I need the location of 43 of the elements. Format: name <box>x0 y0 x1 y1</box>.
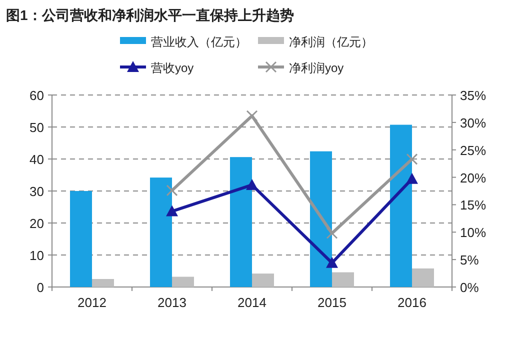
y-tick-label: 20 <box>30 216 44 231</box>
bar <box>150 178 172 287</box>
y2-tick-label: 20% <box>460 170 486 186</box>
bar <box>230 157 252 287</box>
y-tick-label: 50 <box>30 120 44 135</box>
y-tick-label: 60 <box>30 88 44 103</box>
y2-tick-label: 10% <box>460 225 486 240</box>
x-tick-label: 2014 <box>238 295 266 310</box>
y2-tick-label: 15% <box>460 198 486 213</box>
bar <box>412 268 434 287</box>
x-tick-label: 2012 <box>78 295 106 310</box>
point <box>326 227 338 239</box>
point <box>406 153 418 165</box>
x-tick-label: 2016 <box>398 295 426 310</box>
bar <box>390 124 412 287</box>
y2-tick-label: 0% <box>460 280 480 295</box>
point <box>326 256 338 268</box>
y-tick-label: 0 <box>36 280 44 295</box>
bar <box>92 279 114 287</box>
point <box>406 172 418 184</box>
point <box>246 178 258 190</box>
y2-tick-label: 25% <box>460 142 486 158</box>
legend-label: 营收yoy <box>151 61 194 75</box>
bar <box>252 274 274 287</box>
y2-tick-label: 5% <box>460 252 480 268</box>
bar <box>70 191 92 287</box>
y-tick-label: 40 <box>30 152 44 167</box>
y2-tick-label: 35% <box>460 88 486 103</box>
point <box>166 184 178 196</box>
bar <box>332 272 354 287</box>
point <box>166 205 178 216</box>
bar <box>172 276 194 287</box>
y2-tick-label: 30% <box>460 115 486 130</box>
bar <box>310 151 332 287</box>
x-tick-label: 2015 <box>318 295 346 310</box>
point <box>246 110 258 122</box>
chart-title: 图1：公司营收和净利润水平一直保持上升趋势 <box>6 7 294 23</box>
x-tick-label: 2013 <box>158 295 186 310</box>
y-tick-label: 30 <box>30 184 44 199</box>
y-tick-label: 10 <box>30 248 44 263</box>
legend-label: 净利润yoy <box>289 61 344 75</box>
legend-label: 营业收入（亿元） <box>151 35 247 49</box>
legend-label: 净利润（亿元） <box>289 35 373 49</box>
